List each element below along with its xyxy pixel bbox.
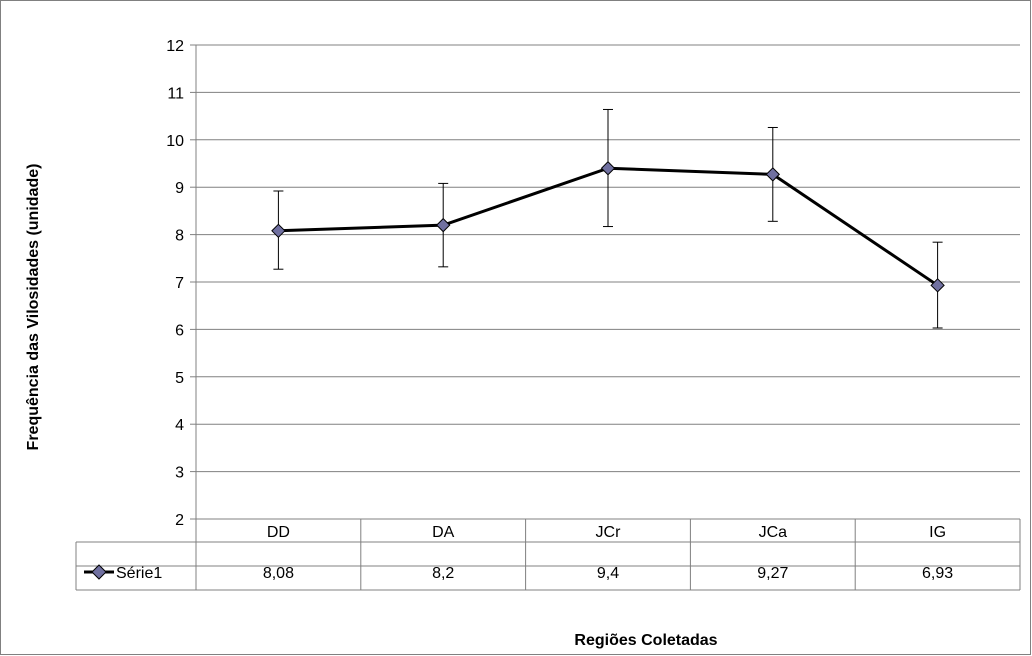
legend-marker (91, 564, 107, 580)
y-tick-label: 2 (175, 512, 184, 529)
value-label: 6,93 (922, 565, 953, 582)
legend: Série1 (84, 564, 162, 582)
y-tick-label: 5 (175, 370, 184, 387)
value-label: 9,4 (597, 565, 619, 582)
series-markers (271, 161, 945, 293)
category-label: DD (267, 524, 290, 541)
y-axis-title: Frequência das Vilosidades (unidade) (25, 164, 42, 451)
x-axis-title: Regiões Coletadas (574, 632, 717, 649)
data-point-marker (600, 161, 616, 176)
data-point-marker (930, 278, 945, 293)
category-labels: DD DA JCr JCa IG (267, 524, 946, 541)
legend-label: Série1 (116, 565, 162, 582)
data-point-marker (271, 223, 286, 239)
data-table (75, 519, 1021, 591)
y-tick-label: 9 (175, 180, 184, 197)
y-tick-label: 10 (166, 133, 184, 150)
value-label: 9,27 (757, 565, 788, 582)
category-label: JCr (596, 524, 622, 541)
value-labels: 8,08 8,2 9,4 9,27 6,93 (263, 565, 953, 582)
y-tick-label: 12 (166, 38, 184, 55)
y-tick-label: 7 (175, 275, 184, 292)
data-point-marker (765, 167, 781, 182)
data-point-marker (435, 217, 451, 233)
y-tick-label: 11 (167, 85, 184, 102)
y-tick-label: 6 (175, 322, 184, 339)
y-tick-label: 3 (175, 465, 184, 482)
value-label: 8,2 (432, 565, 454, 582)
category-label: JCa (759, 524, 788, 541)
value-label: 8,08 (263, 565, 294, 582)
category-label: DA (432, 524, 455, 541)
category-label: IG (929, 524, 946, 541)
y-tick-label: 8 (175, 228, 184, 245)
y-tick-labels: 2 3 4 5 6 7 8 9 10 11 12 (166, 38, 184, 529)
y-tick-label: 4 (175, 417, 184, 434)
